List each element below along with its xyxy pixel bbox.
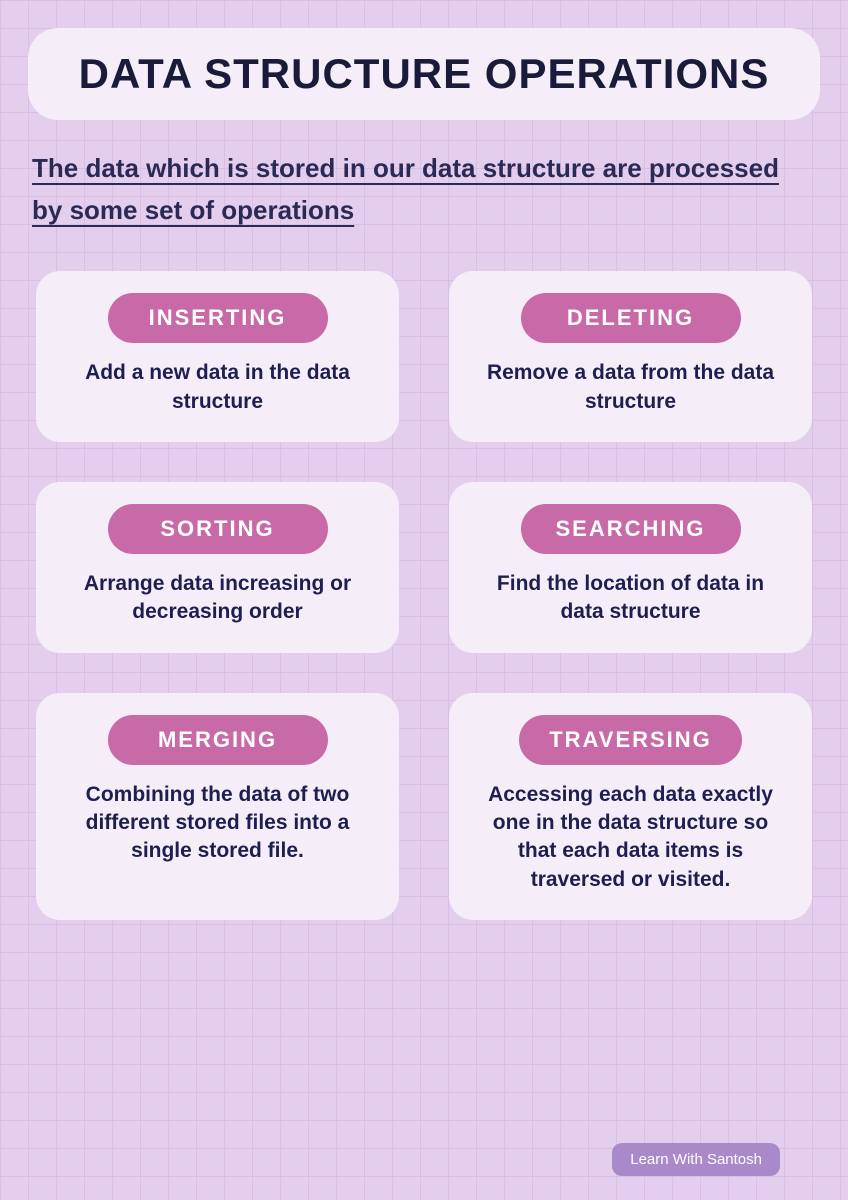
pill-label: INSERTING — [108, 293, 328, 343]
pill-label: TRAVERSING — [519, 715, 742, 765]
card-description: Find the location of data in data struct… — [471, 570, 790, 627]
footer-badge: Learn With Santosh — [612, 1143, 780, 1176]
operations-grid: INSERTING Add a new data in the data str… — [28, 271, 820, 920]
pill-label: MERGING — [108, 715, 328, 765]
card-merging: MERGING Combining the data of two differ… — [36, 693, 399, 920]
subtitle: The data which is stored in our data str… — [28, 148, 820, 231]
card-description: Add a new data in the data structure — [58, 359, 377, 416]
pill-label: SORTING — [108, 504, 328, 554]
card-description: Accessing each data exactly one in the d… — [471, 781, 790, 894]
card-description: Combining the data of two different stor… — [58, 781, 377, 866]
pill-label: SEARCHING — [521, 504, 741, 554]
title-box: DATA STRUCTURE OPERATIONS — [28, 28, 820, 120]
card-description: Arrange data increasing or decreasing or… — [58, 570, 377, 627]
card-deleting: DELETING Remove a data from the data str… — [449, 271, 812, 442]
card-sorting: SORTING Arrange data increasing or decre… — [36, 482, 399, 653]
card-searching: SEARCHING Find the location of data in d… — [449, 482, 812, 653]
card-traversing: TRAVERSING Accessing each data exactly o… — [449, 693, 812, 920]
card-description: Remove a data from the data structure — [471, 359, 790, 416]
pill-label: DELETING — [521, 293, 741, 343]
card-inserting: INSERTING Add a new data in the data str… — [36, 271, 399, 442]
page-title: DATA STRUCTURE OPERATIONS — [58, 50, 790, 98]
